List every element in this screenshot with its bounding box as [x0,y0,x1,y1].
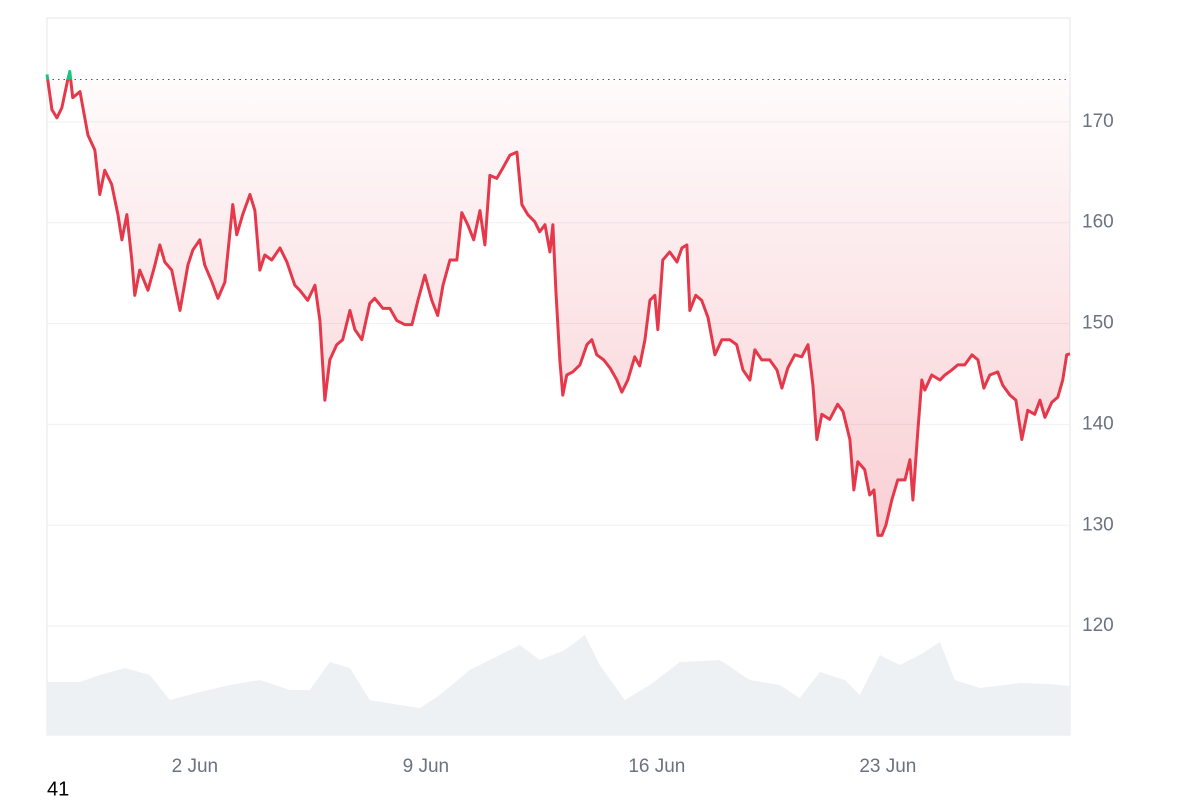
y-tick-label: 150 [1082,313,1114,334]
volume-area [47,635,1070,735]
y-tick-label: 130 [1082,514,1114,535]
area-fill [47,71,1070,536]
x-tick-label: 2 Jun [172,756,218,777]
y-tick-label: 120 [1082,615,1114,636]
x-tick-label: 16 Jun [628,756,685,777]
x-tick-label: 23 Jun [859,756,916,777]
y-tick-label: 140 [1082,413,1114,434]
y-tick-label: 170 [1082,111,1114,132]
x-tick-label: 9 Jun [403,756,449,777]
footer-text: 41 [47,778,69,800]
price-line [45,69,1071,537]
y-tick-label: 160 [1082,212,1114,233]
